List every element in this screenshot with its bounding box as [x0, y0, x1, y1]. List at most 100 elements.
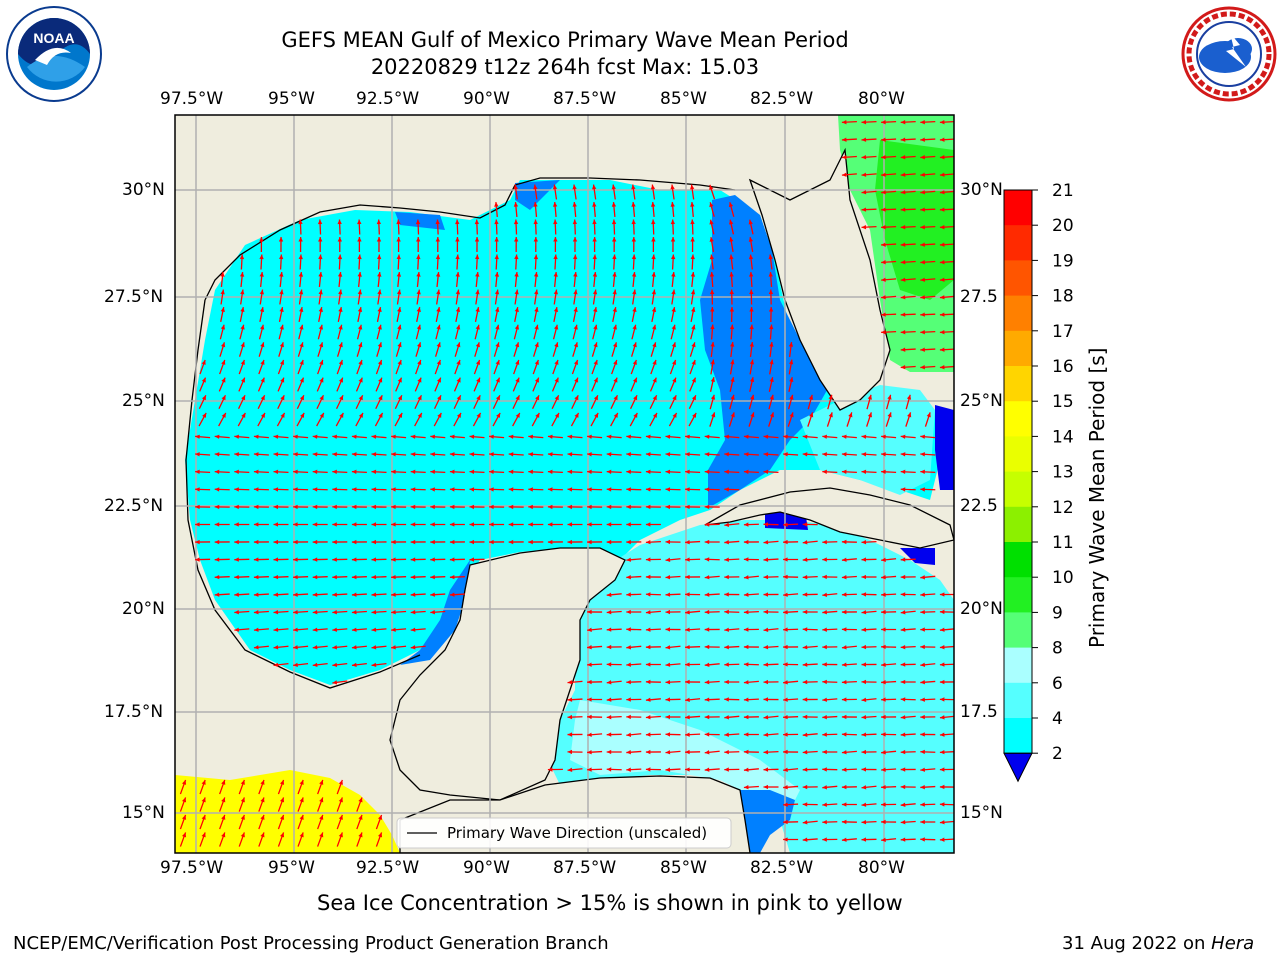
lon-label-bottom: 92.5°W [356, 858, 420, 878]
wave-arrow-head [750, 394, 755, 400]
wave-arrow-head [489, 522, 494, 527]
wave-arrow-head [253, 539, 259, 545]
wave-arrow-head [672, 412, 677, 418]
wave-arrow-head [881, 207, 886, 212]
wave-arrow-head [665, 679, 671, 685]
wave-arrow-head [376, 237, 382, 242]
wave-arrow-head [881, 557, 886, 562]
wave-arrow-head [508, 504, 514, 510]
lat-label-left: 30°N [122, 180, 165, 200]
wave-arrow-head [691, 359, 696, 365]
wave-arrow-head [690, 254, 695, 260]
wave-arrow-head [907, 412, 912, 418]
wave-arrow-head [234, 434, 239, 439]
wave-arrow-head [515, 342, 520, 348]
wave-arrow-head [338, 797, 343, 803]
wave-arrow-head [515, 412, 520, 418]
wave-arrow-head [822, 469, 827, 475]
wave-arrow-head [371, 452, 377, 457]
wave-arrow-head [861, 469, 867, 475]
wave-arrow-head [749, 359, 755, 365]
wave-arrow-head [587, 487, 592, 492]
wave-arrow-head [704, 697, 710, 702]
wave-arrow-head [514, 272, 519, 277]
wave-arrow-head [273, 452, 279, 457]
wave-arrow-head [410, 452, 416, 457]
wave-arrow-head [273, 557, 279, 562]
wave-arrow-head [881, 732, 886, 737]
wave-arrow-head [508, 452, 514, 457]
wave-arrow-head [436, 377, 441, 383]
wave-arrow-head [841, 837, 847, 842]
wave-arrow-head [900, 469, 906, 475]
wave-arrow-head [670, 219, 676, 225]
wave-arrow-head [939, 749, 945, 755]
wave-arrow-head [195, 487, 200, 492]
wave-arrow-head [455, 237, 460, 242]
wave-arrow-head [802, 574, 808, 580]
wave-arrow-head [743, 662, 749, 667]
wave-arrow-head [769, 412, 775, 418]
wave-arrow-head [743, 697, 749, 702]
wave-arrow-head [514, 237, 519, 242]
wave-arrow-head [214, 557, 220, 562]
wave-arrow-head [867, 412, 873, 418]
wave-arrow-head [299, 324, 304, 330]
wave-arrow-head [802, 697, 808, 702]
wave-arrow-head [920, 242, 925, 247]
wave-arrow-head [430, 539, 435, 545]
wave-arrow-head [920, 592, 925, 597]
colorbar-segment [1004, 436, 1032, 473]
wave-arrow-head [592, 202, 597, 207]
wave-arrow-head [572, 202, 577, 207]
wave-arrow-head [351, 452, 357, 457]
wave-arrow-head [234, 610, 239, 615]
wave-arrow-head [474, 237, 480, 242]
wave-arrow-head [430, 522, 435, 527]
wave-arrow-head [749, 289, 754, 295]
wave-arrow-head [768, 272, 773, 277]
wave-arrow-head [841, 609, 847, 615]
wave-arrow-head [240, 832, 245, 838]
wave-arrow-head [574, 377, 579, 383]
wave-arrow-head [783, 557, 788, 562]
wave-arrow-head [318, 307, 323, 312]
wave-arrow-head [631, 219, 636, 225]
colorbar-tick-label: 4 [1052, 709, 1063, 729]
wave-arrow-head [704, 662, 710, 667]
wave-arrow-head [234, 522, 239, 527]
wave-arrow-head [593, 307, 598, 312]
wave-arrow-head [318, 289, 323, 295]
wave-arrow-head [397, 324, 402, 330]
wave-arrow-head [691, 342, 696, 348]
wave-arrow-head [201, 814, 206, 820]
wave-arrow-head [783, 662, 788, 667]
wave-arrow-head [881, 224, 886, 230]
wave-arrow-head [259, 272, 264, 277]
wave-arrow-head [377, 359, 383, 365]
wave-arrow-head [841, 697, 847, 702]
wave-arrow-head [724, 469, 729, 475]
wave-arrow-head [293, 557, 298, 562]
wave-arrow-head [861, 137, 867, 142]
wave-arrow-head [881, 575, 886, 580]
wave-arrow-head [300, 412, 305, 418]
wave-arrow-head [293, 592, 298, 597]
wave-arrow-head [861, 785, 867, 790]
chart-title-line1: GEFS MEAN Gulf of Mexico Primary Wave Me… [281, 28, 849, 52]
wave-arrow-head [279, 797, 285, 803]
wave-arrow-head [449, 592, 455, 597]
wave-arrow-head [685, 469, 690, 475]
wave-arrow-head [822, 557, 827, 562]
wave-arrow-head [709, 289, 715, 295]
wave-arrow-head [253, 434, 259, 439]
wave-arrow-head [690, 219, 695, 225]
wave-arrow-head [626, 732, 632, 737]
wave-arrow-head [495, 324, 500, 330]
colorbar-tick-label: 18 [1052, 287, 1074, 307]
wave-arrow-head [802, 837, 808, 842]
wave-arrow-head [587, 522, 592, 527]
wave-arrow-head [709, 272, 715, 277]
wave-arrow-head [606, 469, 612, 475]
wave-arrow-head [456, 395, 461, 401]
